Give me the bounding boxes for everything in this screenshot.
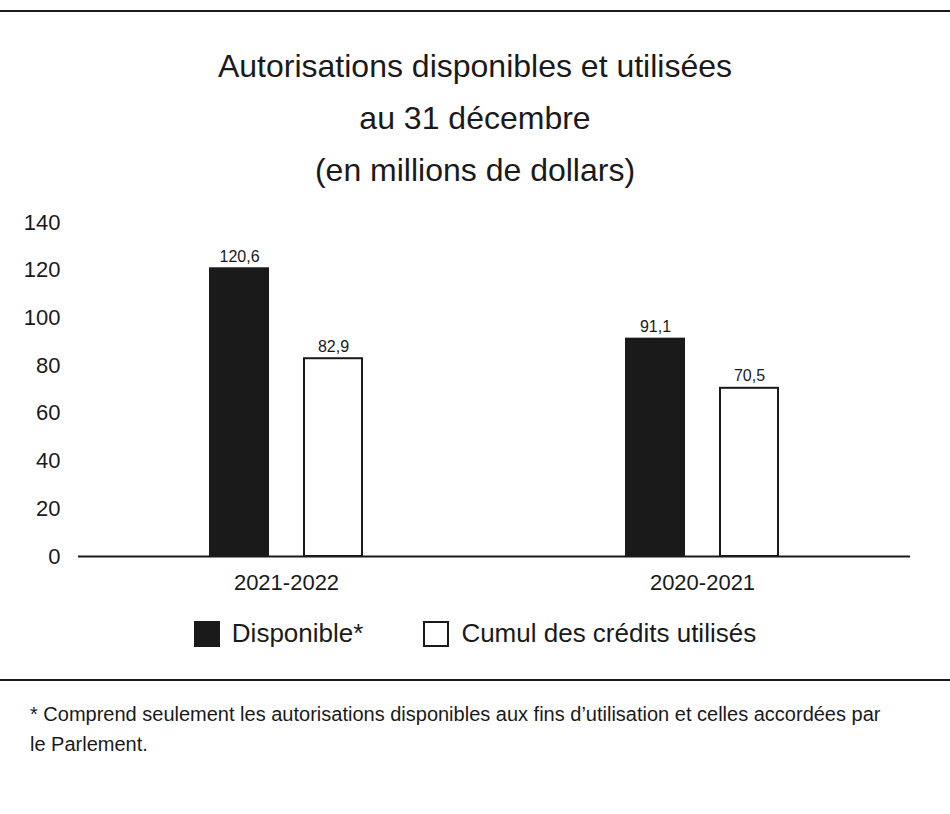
html-text:(en millions de dollars): (en millions de dollars) xyxy=(314,152,636,188)
svg-text:140: 140 xyxy=(24,210,61,235)
svg-text:2020-2021: 2020-2021 xyxy=(650,570,755,595)
svg-text:0: 0 xyxy=(48,544,60,569)
html-text:* Comprend seulement les autor: * Comprend seulement les autorisations d… xyxy=(30,703,881,755)
svg-text:120,6: 120,6 xyxy=(219,248,259,265)
svg-text:40: 40 xyxy=(36,448,60,473)
svg-text:100: 100 xyxy=(24,305,61,330)
html-text:Disponible*: Disponible* xyxy=(231,618,364,648)
svg-text:120: 120 xyxy=(24,257,61,282)
svg-text:82,9: 82,9 xyxy=(318,338,349,355)
html-text:Cumul des crédits utilisés: Cumul des crédits utilisés xyxy=(461,618,757,648)
svg-text:2021-2022: 2021-2022 xyxy=(234,570,339,595)
svg-text:70,5: 70,5 xyxy=(734,367,765,384)
svg-text:60: 60 xyxy=(36,400,60,425)
svg-text:80: 80 xyxy=(36,353,60,378)
html-text:Autorisations disponibles et u: Autorisations disponibles et utilisées a… xyxy=(218,48,732,136)
svg-text:91,1: 91,1 xyxy=(640,318,671,335)
svg-text:20: 20 xyxy=(36,496,60,521)
